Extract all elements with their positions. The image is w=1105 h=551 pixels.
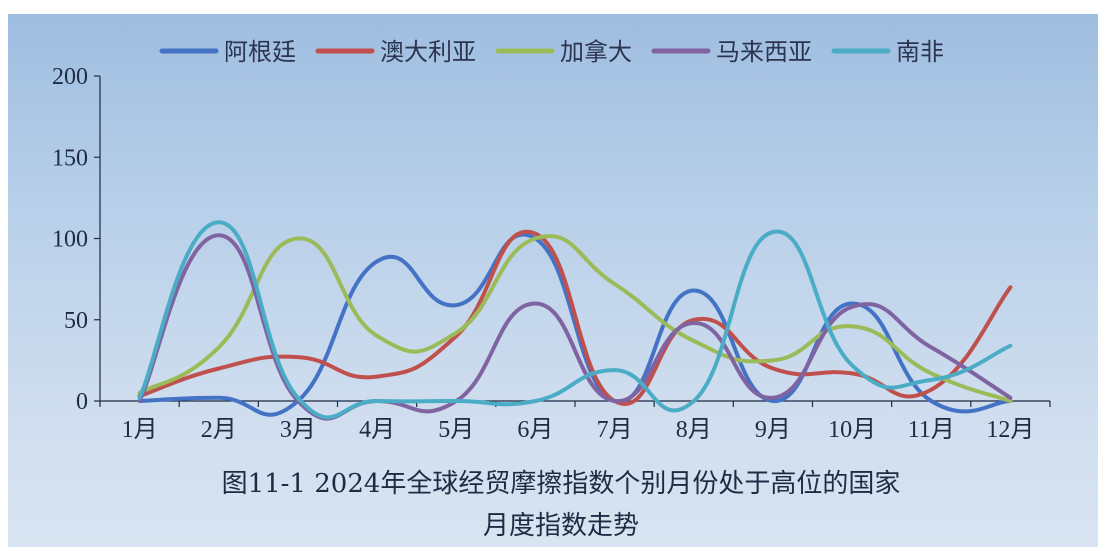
legend-label-3: 加拿大 bbox=[560, 38, 632, 66]
series-line-1 bbox=[137, 232, 1013, 417]
x-tick-label: 11月 bbox=[908, 417, 955, 443]
x-tick-label: 7月 bbox=[597, 417, 633, 443]
series-line-3 bbox=[137, 234, 1013, 403]
x-tick-label: 2月 bbox=[201, 417, 237, 443]
chart-frame: 阿根廷 澳大利亚 加拿大 马来西亚 南非 0 50 100 150 200 1月 2月 3月 4月 5月… bbox=[8, 14, 1098, 547]
x-tick-label: 4月 bbox=[359, 417, 395, 443]
x-tick-label: 3月 bbox=[280, 417, 316, 443]
y-axis: 0 50 100 150 200 bbox=[52, 64, 101, 415]
x-tick-label: 9月 bbox=[755, 417, 791, 443]
y-tick-label: 150 bbox=[52, 145, 88, 171]
chart-caption-line1: 图11-1 2024年全球经贸摩擦指数个别月份处于高位的国家 bbox=[222, 469, 901, 499]
x-tick-label: 6月 bbox=[517, 417, 553, 443]
legend-label-1: 阿根廷 bbox=[224, 38, 296, 66]
legend: 阿根廷 澳大利亚 加拿大 马来西亚 南非 bbox=[159, 38, 944, 66]
x-tick-label: 10月 bbox=[828, 417, 876, 443]
x-tick-label: 12月 bbox=[986, 417, 1034, 443]
chart-caption-line2: 月度指数走势 bbox=[483, 511, 639, 541]
x-tick-label: 5月 bbox=[438, 417, 474, 443]
series-line-5 bbox=[137, 220, 1013, 420]
legend-label-4: 马来西亚 bbox=[716, 38, 812, 66]
plot-area bbox=[137, 220, 1013, 421]
legend-label-5: 南非 bbox=[896, 38, 944, 66]
line-chart: 阿根廷 澳大利亚 加拿大 马来西亚 南非 0 50 100 150 200 1月 2月 3月 4月 5月… bbox=[52, 38, 1051, 541]
y-tick-label: 50 bbox=[64, 308, 88, 334]
x-axis: 1月 2月 3月 4月 5月 6月 7月 8月 9月 10月 11月 12月 bbox=[99, 400, 1051, 443]
y-tick-label: 0 bbox=[76, 389, 88, 415]
legend-label-2: 澳大利亚 bbox=[380, 38, 476, 66]
series-line-4 bbox=[137, 233, 1013, 421]
x-tick-label: 1月 bbox=[122, 417, 158, 443]
x-tick-label: 8月 bbox=[676, 417, 712, 443]
y-tick-label: 200 bbox=[52, 64, 88, 90]
y-tick-label: 100 bbox=[52, 227, 88, 253]
